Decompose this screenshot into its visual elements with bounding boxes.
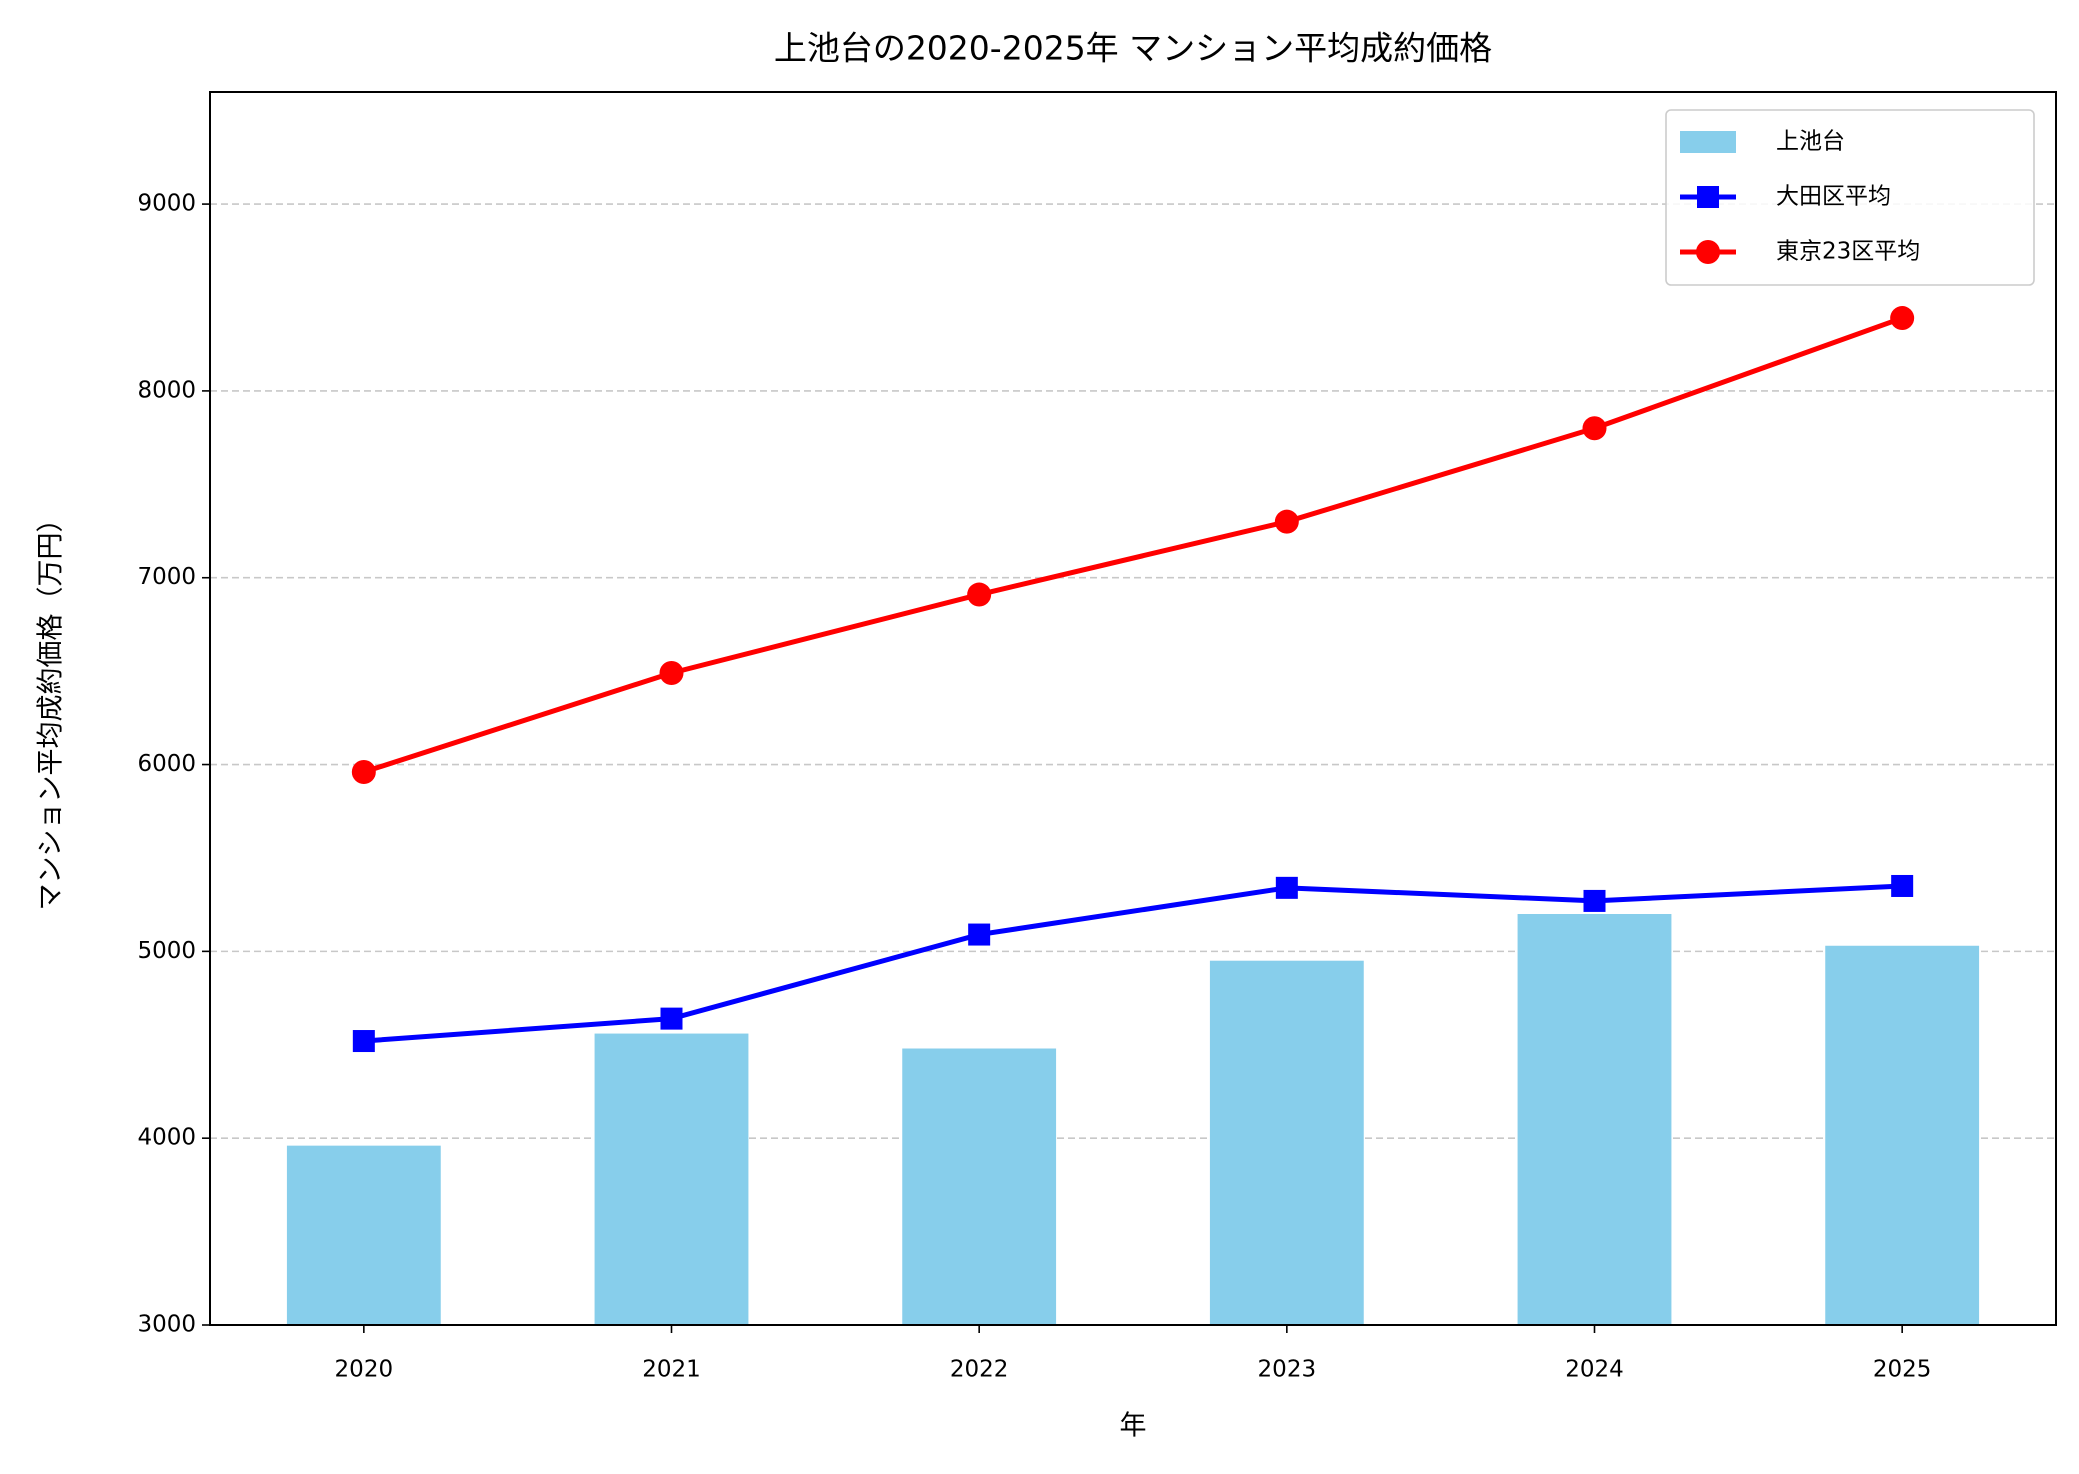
x-tick-label: 2024 (1565, 1357, 1624, 1383)
legend-label: 東京23区平均 (1776, 239, 1920, 265)
plot-frame (209, 91, 2057, 1326)
marker (352, 1030, 375, 1053)
y-tick-label: 4000 (137, 1125, 196, 1151)
x-tick-label: 2023 (1258, 1357, 1317, 1383)
y-tick-label: 7000 (137, 564, 196, 590)
y-tick-label: 3000 (137, 1312, 196, 1338)
line (363, 315, 1904, 775)
legend-marker (1696, 240, 1720, 264)
bar (1825, 945, 1980, 1325)
bar (1517, 914, 1672, 1325)
x-tick-label: 2022 (950, 1357, 1009, 1383)
bar (286, 1145, 441, 1325)
y-tick-label: 5000 (137, 938, 196, 964)
x-tick-label: 2020 (335, 1357, 394, 1383)
marker (1275, 876, 1298, 899)
bar (1209, 960, 1364, 1325)
x-tick-label: 2021 (642, 1357, 701, 1383)
marker (1891, 874, 1914, 897)
legend-label: 大田区平均 (1776, 184, 1891, 210)
legend-swatch (1680, 131, 1736, 153)
legend-label: 上池台 (1776, 129, 1845, 155)
line (363, 883, 1903, 1044)
legend-frame (1665, 109, 2035, 286)
marker (660, 1007, 683, 1030)
x-tick-label: 2025 (1873, 1357, 1932, 1383)
legend-marker (1697, 186, 1719, 208)
bar (902, 1048, 1057, 1325)
marker (1582, 416, 1607, 441)
marker (1274, 509, 1299, 534)
marker (1890, 306, 1915, 331)
y-axis-label: マンション平均成約価格（万円） (36, 506, 67, 911)
marker (1583, 889, 1606, 912)
bar (594, 1033, 749, 1325)
y-tick-label: 6000 (137, 751, 196, 777)
marker (659, 661, 684, 686)
chart-title: 上池台の2020-2025年 マンション平均成約価格 (774, 29, 1492, 68)
marker (968, 923, 991, 946)
marker (967, 582, 992, 607)
x-axis-label: 年 (1120, 1411, 1147, 1442)
marker (351, 760, 376, 785)
y-tick-label: 8000 (137, 377, 196, 403)
y-tick-label: 9000 (137, 191, 196, 217)
